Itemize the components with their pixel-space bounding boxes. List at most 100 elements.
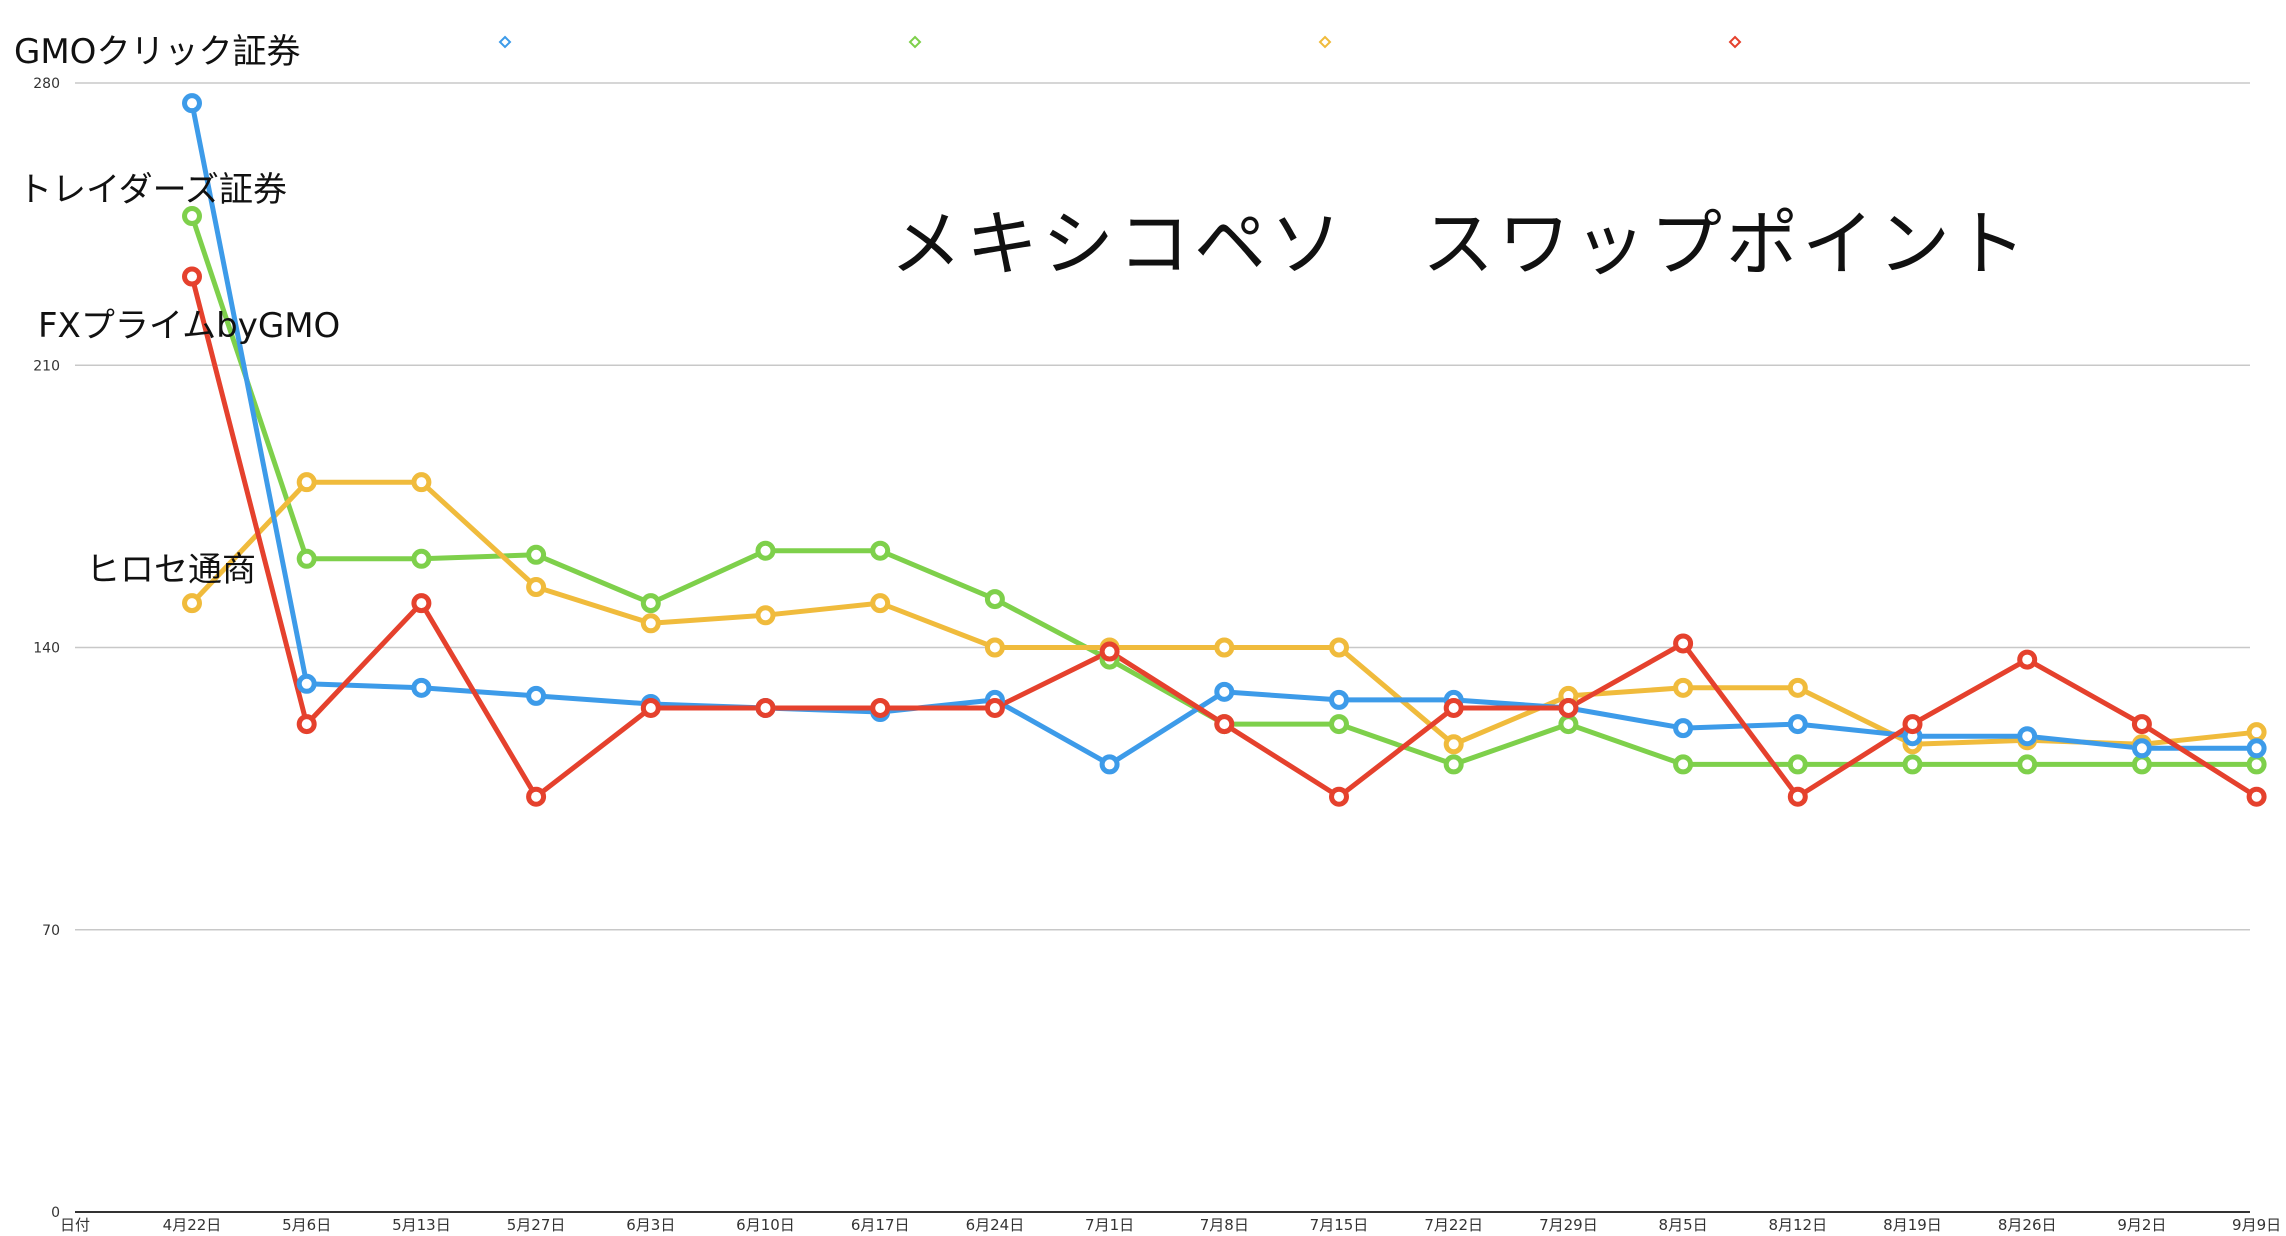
x-tick-labels: 日付 4月22日 5月6日 5月13日 5月27日 6月3日 6月10日 6月17日 6月24日… [60, 1216, 2281, 1234]
data-point [2246, 754, 2267, 775]
x-tick-label: 5月27日 [507, 1216, 566, 1234]
data-point [2246, 722, 2267, 743]
data-point [411, 677, 432, 698]
data-point [296, 673, 317, 694]
data-point [1099, 641, 1120, 662]
data-point [1673, 754, 1694, 775]
x-tick-label: 6月10日 [736, 1216, 795, 1234]
data-point [1443, 697, 1464, 718]
data-point [870, 697, 891, 718]
data-point [182, 266, 202, 287]
y-tick-label: 210 [33, 358, 60, 374]
data-point [2131, 738, 2152, 759]
data-point [1214, 714, 1235, 735]
data-point [182, 206, 202, 227]
data-point [296, 714, 317, 735]
y-tick-label: 280 [33, 76, 60, 92]
data-point [296, 472, 317, 493]
data-point [640, 697, 661, 718]
x-tick-label: 8月26日 [1998, 1216, 2057, 1234]
data-point [984, 589, 1005, 610]
data-point [411, 548, 432, 569]
data-point [1558, 714, 1579, 735]
x-tick-label: 7月22日 [1424, 1216, 1483, 1234]
data-point [2017, 754, 2038, 775]
data-point [2017, 726, 2038, 747]
data-point [755, 697, 776, 718]
data-point [1329, 689, 1349, 710]
data-point [1558, 697, 1579, 718]
x-tick-label: 9月2日 [2117, 1216, 2166, 1234]
x-axis-label: 日付 [60, 1216, 90, 1234]
series-points [182, 93, 2267, 807]
data-point [755, 540, 776, 561]
x-tick-label: 9月9日 [2232, 1216, 2281, 1234]
data-point [984, 637, 1005, 658]
data-point [182, 93, 202, 114]
data-point [2131, 714, 2152, 735]
data-point [2246, 786, 2267, 807]
data-point [1673, 677, 1694, 698]
data-point [1673, 718, 1694, 739]
legend-marker [498, 35, 512, 49]
data-point [1214, 637, 1235, 658]
legend-marker [908, 35, 922, 49]
series-label-gmo-click: GMOクリック証券 [14, 32, 301, 72]
data-point [640, 593, 661, 614]
data-point [1443, 734, 1464, 755]
data-point [640, 613, 661, 634]
y-tick-label: 0 [51, 1205, 60, 1221]
data-point [870, 593, 891, 614]
data-point [1443, 754, 1464, 775]
data-point [526, 685, 547, 706]
series-label-fxprime: FXプライムbyGMO [38, 306, 341, 346]
y-tick-label: 140 [33, 641, 60, 657]
data-point [1787, 754, 1808, 775]
data-point [1787, 677, 1808, 698]
data-point [1787, 786, 1808, 807]
data-point [182, 593, 202, 614]
legend [498, 35, 1742, 49]
data-point [411, 593, 432, 614]
data-point [1673, 633, 1694, 654]
data-point [870, 540, 891, 561]
x-tick-label: 5月6日 [282, 1216, 331, 1234]
x-tick-label: 5月13日 [392, 1216, 451, 1234]
data-point [296, 548, 317, 569]
x-tick-label: 4月22日 [163, 1216, 222, 1234]
data-point [526, 786, 547, 807]
data-point [411, 472, 432, 493]
legend-marker [1728, 35, 1742, 49]
legend-marker [1318, 35, 1332, 49]
data-point [1329, 786, 1349, 807]
series-label-hirose: ヒロセ通商 [86, 550, 256, 590]
data-point [1329, 637, 1349, 658]
x-tick-label: 7月15日 [1310, 1216, 1369, 1234]
x-tick-label: 7月8日 [1200, 1216, 1249, 1234]
data-point [1329, 714, 1349, 735]
x-tick-label: 6月24日 [966, 1216, 1025, 1234]
data-point [1902, 714, 1923, 735]
y-tick-label: 70 [42, 923, 60, 939]
x-tick-label: 8月19日 [1883, 1216, 1942, 1234]
x-tick-label: 7月1日 [1085, 1216, 1134, 1234]
x-tick-label: 8月12日 [1768, 1216, 1827, 1234]
x-tick-label: 7月29日 [1539, 1216, 1598, 1234]
data-point [526, 544, 547, 565]
x-tick-label: 8月5日 [1659, 1216, 1708, 1234]
data-point [2017, 649, 2038, 670]
y-tick-labels: 0 70 140 210 280 [33, 76, 60, 1221]
data-point [1099, 754, 1120, 775]
x-tick-label: 6月3日 [626, 1216, 675, 1234]
data-point [984, 697, 1005, 718]
data-point [2131, 754, 2152, 775]
data-point [526, 577, 547, 598]
data-point [755, 605, 776, 626]
chart-title: メキシコペソ スワップポイント [890, 202, 2031, 286]
data-point [1214, 681, 1235, 702]
series-label-traders: トレイダーズ証券 [18, 170, 287, 210]
data-point [1787, 714, 1808, 735]
x-tick-label: 6月17日 [851, 1216, 910, 1234]
data-point [2246, 738, 2267, 759]
